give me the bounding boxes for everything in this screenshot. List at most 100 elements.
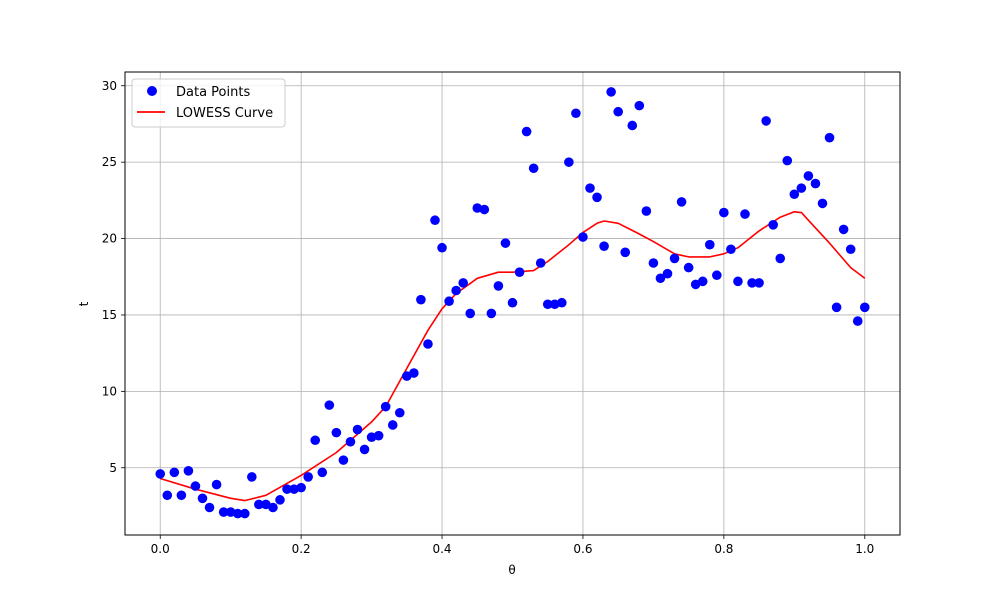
data-point [599,241,609,251]
data-point [683,262,694,273]
data-point [232,508,243,519]
x-axis-title: θ [508,563,515,577]
data-point [169,467,180,478]
data-point [810,178,821,189]
ticks: 0.0 0.2 0.4 0.6 0.8 1.0 5 10 15 20 25 30 [102,79,875,556]
data-point [423,339,433,349]
data-point [310,435,321,446]
line-layer [159,211,866,502]
data-point [197,493,208,504]
data-point [380,401,391,412]
x-tick-label: 0.4 [432,542,451,556]
data-point [845,244,856,255]
data-point [465,308,476,319]
data-point [733,276,743,287]
data-point [493,281,504,291]
data-point [444,296,454,307]
data-point [486,308,497,319]
data-point [676,197,687,207]
data-point [542,299,553,310]
y-tick-label: 20 [102,232,117,246]
data-point [817,198,828,209]
data-point [359,444,370,455]
legend-label-data-points: Data Points [176,85,250,100]
data-point [430,215,440,226]
data-point [437,242,447,253]
point-layer [155,87,870,519]
data-point [775,253,786,264]
data-point [204,502,215,513]
data-point [254,499,264,510]
data-point [634,100,645,111]
y-tick-label: 5 [109,461,117,475]
legend-label-lowess-curve: LOWESS Curve [176,106,273,121]
data-point [789,189,800,200]
data-point [500,238,511,248]
data-point [768,220,778,230]
data-point [712,270,722,281]
data-point [331,427,342,438]
data-point [852,316,863,326]
data-point [303,472,313,482]
data-point [719,207,729,218]
data-point [394,407,405,418]
data-point [317,467,328,478]
x-tick-label: 0.2 [292,542,311,556]
data-point [782,155,793,166]
data-point [183,466,194,476]
y-tick-label: 15 [102,308,117,322]
y-tick-label: 25 [102,155,117,169]
data-point [535,258,546,268]
data-point [155,469,166,479]
x-tick-label: 0.6 [573,542,592,556]
data-point [409,368,419,378]
data-point [521,126,532,137]
data-point [458,278,468,288]
data-point [296,482,306,493]
data-point [697,276,708,287]
data-point [761,116,771,126]
data-point [416,294,426,305]
data-point [479,204,490,215]
data-point [176,490,187,501]
data-point [324,400,335,410]
data-point [824,132,835,143]
data-point [162,490,173,501]
data-point [247,472,257,482]
data-point [627,120,638,131]
data-point [578,232,588,242]
data-point [268,502,278,513]
data-point [373,430,384,441]
data-point [620,247,631,258]
grid [125,72,900,535]
data-point [571,108,581,119]
data-point [606,87,616,97]
data-point [275,495,285,505]
data-point [564,157,574,167]
y-axis-title: t [77,301,91,306]
data-point [338,455,349,465]
data-point [803,171,814,181]
legend: Data Points LOWESS Curve [131,78,286,128]
data-point [352,424,363,435]
data-point [641,206,652,216]
plot-frame [124,71,901,536]
data-point [514,267,525,277]
data-point [796,183,807,193]
data-point [740,209,750,219]
x-tick-label: 0.8 [714,542,733,556]
data-point [754,278,764,288]
data-point [528,163,539,174]
y-tick-label: 10 [102,384,117,398]
data-point [345,436,356,447]
data-point [557,297,567,308]
data-point [747,278,757,288]
x-tick-label: 1.0 [855,542,874,556]
data-point [387,420,398,430]
data-point [704,239,715,250]
data-point [451,285,461,296]
data-point [218,507,229,517]
lowess-curve-line [159,211,866,502]
data-point [726,244,736,255]
